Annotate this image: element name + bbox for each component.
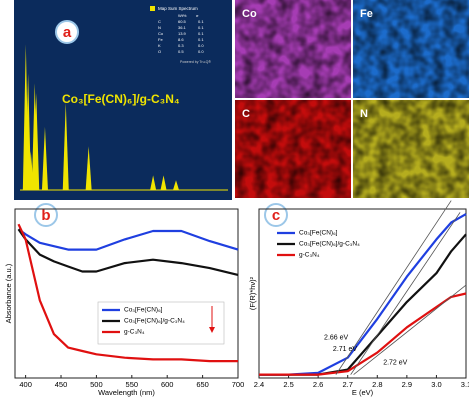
tangent-line — [353, 284, 467, 375]
y-axis-label: (F(R)*hν)² — [248, 276, 257, 310]
table-cell: 0.5 — [178, 49, 184, 54]
x-tick-label: 2.6 — [313, 380, 323, 389]
table-column: Wt% — [178, 13, 187, 18]
spectrum-title: Co₃[Fe(CN)₆]/g-C₃N₄ — [62, 92, 180, 106]
panel-label: a — [63, 24, 72, 41]
x-axis-label: E (eV) — [352, 388, 374, 397]
trend-arrowhead — [209, 327, 215, 333]
table-cell: 36.1 — [178, 25, 187, 30]
x-tick-label: 3.1 — [461, 380, 469, 389]
spectrum-peak — [62, 102, 69, 190]
plot-frame — [14, 208, 239, 379]
spectrum-peak — [160, 175, 167, 190]
x-tick-label: 500 — [90, 380, 103, 389]
table-title: Map Sum Spectrum — [158, 6, 198, 11]
x-tick-label: 550 — [126, 380, 139, 389]
spectrum-peak — [85, 146, 92, 190]
x-tick-label: 600 — [161, 380, 174, 389]
legend-label: g-C₃N₄ — [299, 252, 320, 259]
table-cell: 0.1 — [198, 31, 204, 36]
annotation: 2.66 eV — [324, 334, 348, 341]
table-header-swatch — [150, 6, 155, 11]
map-label: Co — [242, 8, 257, 20]
table-cell: 0.1 — [198, 19, 204, 24]
annotation: 2.72 eV — [383, 360, 407, 367]
y-axis-label: Absorbance (a.u.) — [4, 263, 13, 323]
panel-bc-background — [0, 203, 469, 397]
spectrum-peak — [41, 126, 48, 190]
legend-label: Co₃[Fe(CN)₆]/g-C₃N₄ — [124, 318, 185, 325]
table-cell: 60.5 — [178, 19, 187, 24]
series-line — [259, 292, 467, 376]
x-tick-label: 3.0 — [431, 380, 441, 389]
table-cell: 0.3 — [178, 43, 184, 48]
map-texture — [235, 100, 351, 198]
table-cell: C — [158, 19, 161, 24]
tangent-line — [335, 200, 452, 375]
table-cell: 0.1 — [198, 37, 204, 42]
legend-label: Co₃[Fe(CN)₆] — [299, 230, 338, 237]
spectrum-peak — [25, 73, 32, 190]
map-texture — [353, 0, 469, 98]
x-tick-label: 2.4 — [254, 380, 264, 389]
table-cell: 13.9 — [178, 31, 187, 36]
x-tick-label: 400 — [19, 380, 32, 389]
annotation: 2.71 eV — [333, 346, 357, 353]
table-column: σ — [196, 13, 199, 18]
x-tick-label: 650 — [196, 380, 209, 389]
table-cell: 0.1 — [198, 25, 204, 30]
map-texture — [235, 0, 351, 98]
table-cell: Fe — [158, 37, 163, 42]
panel-a-background — [14, 0, 232, 200]
tangent-line — [350, 212, 461, 375]
legend-label: Co₃[Fe(CN)₆]/g-C₃N₄ — [299, 241, 360, 248]
table-cell: O — [158, 49, 161, 54]
table-cell: 8.6 — [178, 37, 184, 42]
table-cell: 0.0 — [198, 49, 204, 54]
table-cell: Co — [158, 31, 164, 36]
table-cell: K — [158, 43, 161, 48]
table-footer: Powered by Tru-Q® — [180, 60, 211, 64]
x-tick-label: 2.9 — [402, 380, 412, 389]
x-tick-label: 700 — [232, 380, 245, 389]
map-label: Fe — [360, 8, 373, 20]
legend-box — [97, 301, 225, 345]
spectrum-peak — [150, 175, 157, 190]
panel-label: c — [272, 207, 280, 224]
panel-badge — [55, 20, 79, 44]
legend-label: Co₃[Fe(CN)₆] — [124, 307, 163, 314]
table-cell: N — [158, 25, 161, 30]
series-line — [17, 228, 239, 251]
x-tick-label: 2.7 — [342, 380, 352, 389]
map-label: C — [242, 108, 250, 120]
series-line — [17, 228, 239, 276]
x-tick-label: 2.8 — [372, 380, 382, 389]
x-tick-label: 450 — [55, 380, 68, 389]
map-texture — [353, 100, 469, 198]
map-label: N — [360, 108, 368, 120]
legend-label: g-C₃N₄ — [124, 329, 145, 336]
panel-label: b — [41, 207, 50, 224]
spectrum-peak — [173, 180, 179, 190]
spectrum-peak — [33, 92, 40, 190]
series-line — [17, 223, 238, 363]
table-cell: 0.0 — [198, 43, 204, 48]
x-tick-label: 2.5 — [283, 380, 293, 389]
x-axis-label: Wavelength (nm) — [98, 388, 155, 397]
